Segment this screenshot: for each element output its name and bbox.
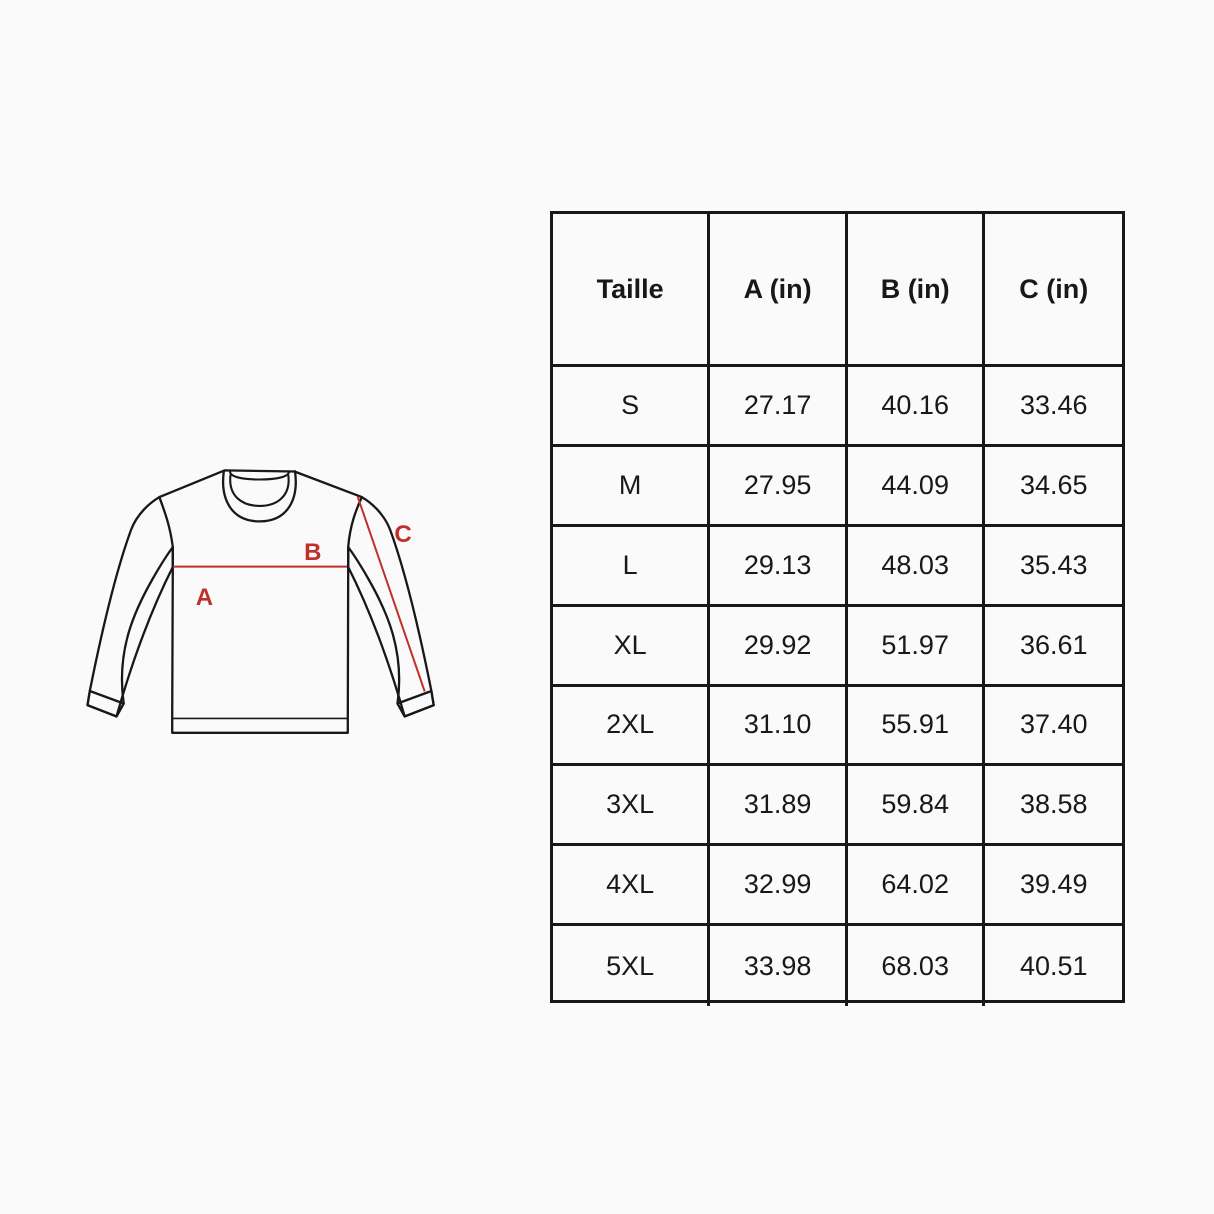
svg-text:A: A (196, 584, 213, 611)
svg-text:B: B (304, 539, 321, 566)
svg-text:C: C (394, 521, 411, 548)
